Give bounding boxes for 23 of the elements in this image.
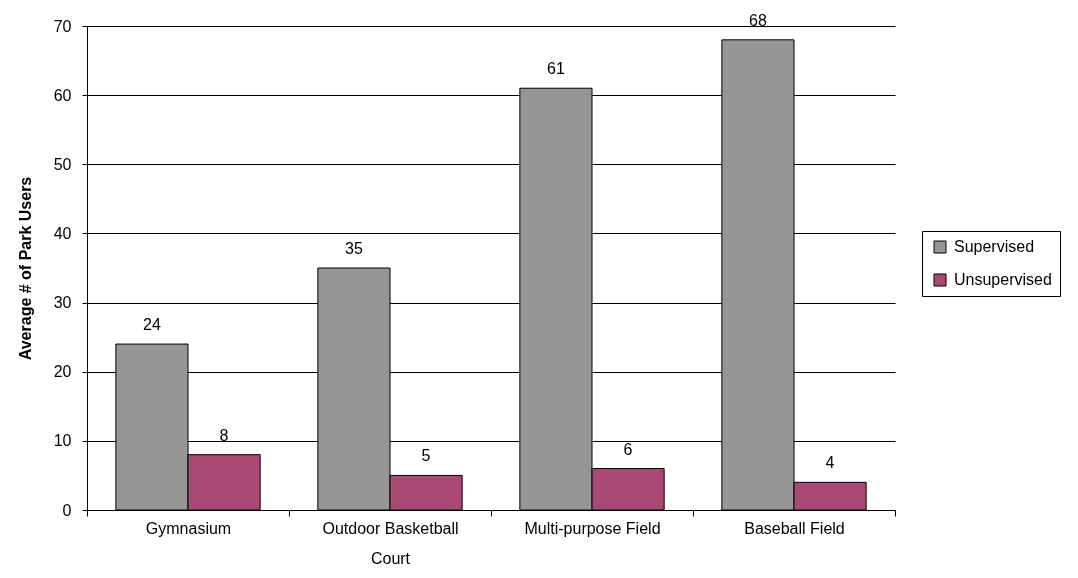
y-tick-label: 20 (53, 363, 72, 381)
data-label: 35 (345, 240, 363, 257)
y-tick-label: 60 (53, 86, 72, 104)
y-tick-label: 50 (53, 155, 72, 173)
data-label: 5 (421, 447, 431, 465)
y-tick-label: 70 (53, 17, 72, 35)
x-tick-label: Baseball Field (744, 519, 845, 537)
x-tick-label: Outdoor Basketball Court (322, 519, 459, 567)
legend-label: Unsupervised (954, 271, 1052, 288)
data-label: 68 (749, 11, 767, 29)
data-label: 61 (547, 60, 565, 78)
y-axis-title: Average # of Park Users (16, 176, 34, 361)
y-tick-label: 30 (53, 294, 72, 312)
data-label: 6 (623, 440, 633, 458)
x-tick-label: Multi-purpose Field (524, 519, 661, 537)
data-label: 24 (143, 316, 161, 334)
legend-label: Supervised (954, 238, 1035, 255)
y-tick-label: 40 (53, 224, 72, 242)
data-label: 4 (825, 454, 835, 472)
y-tick-label: 0 (62, 501, 72, 519)
data-label: 8 (219, 426, 229, 444)
y-tick-label: 10 (53, 432, 72, 450)
x-tick-label: Gymnasium (145, 519, 232, 537)
